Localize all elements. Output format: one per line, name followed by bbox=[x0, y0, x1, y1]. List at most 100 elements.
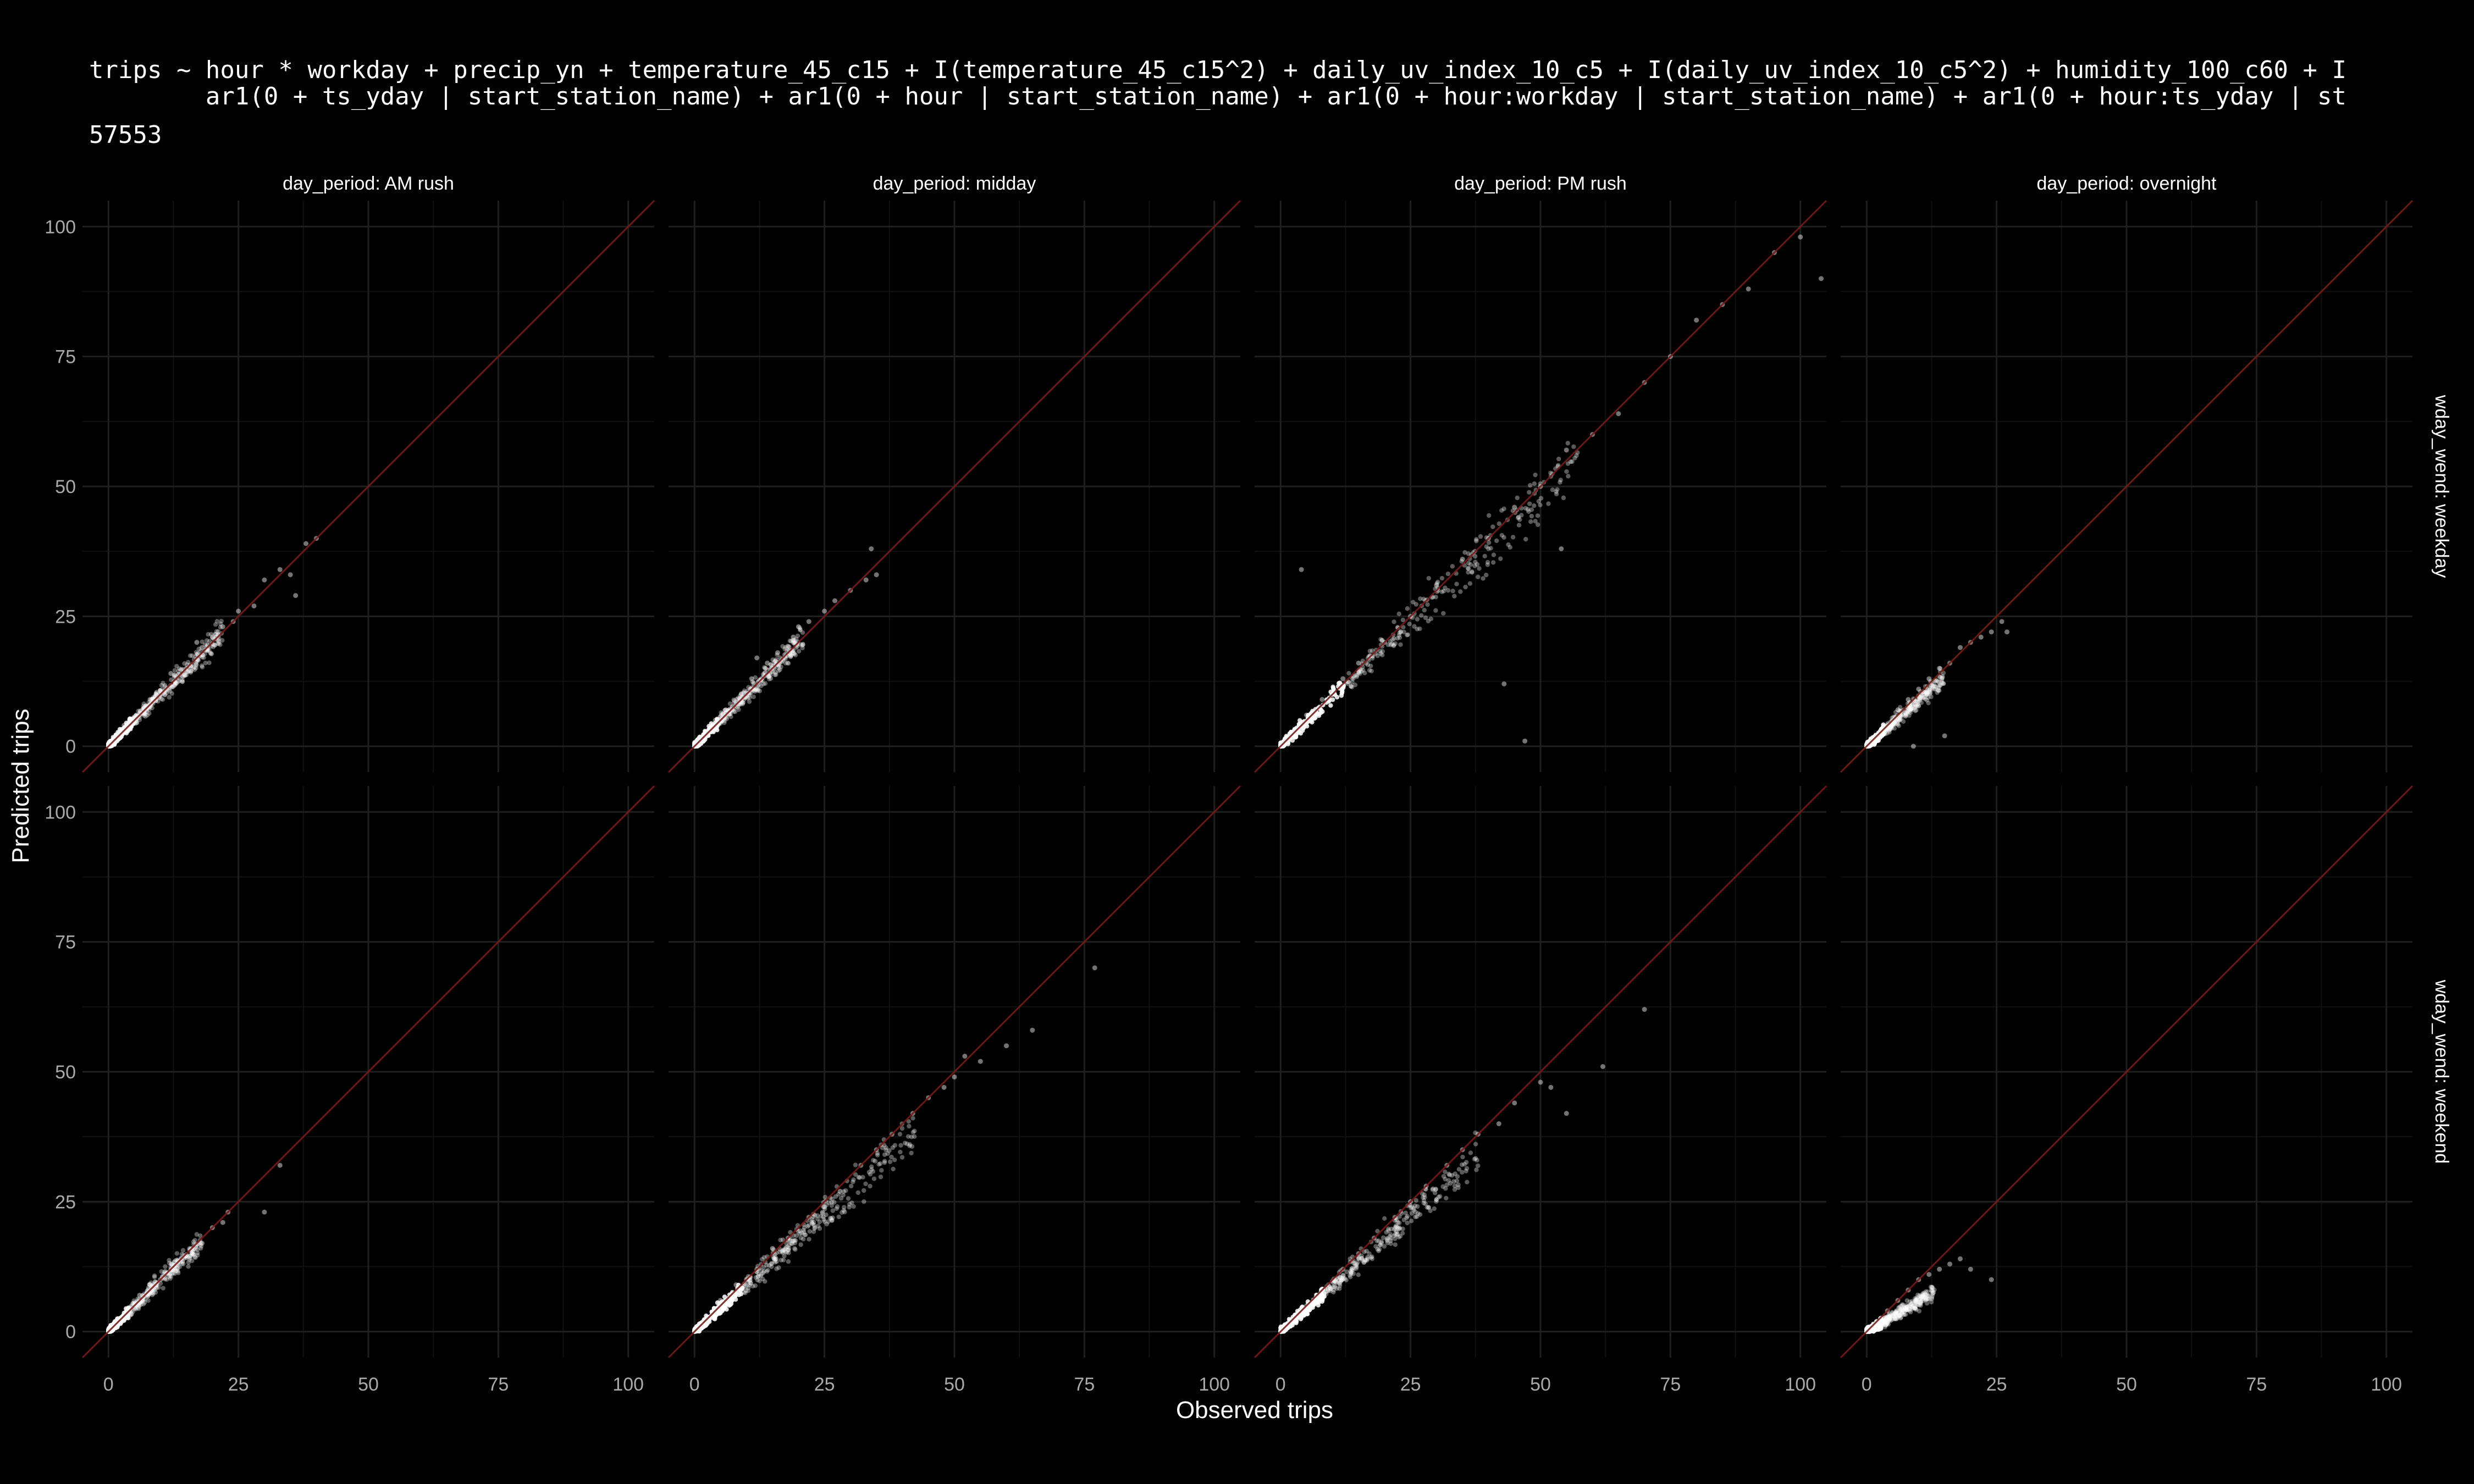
data-point bbox=[1924, 692, 1929, 697]
data-point bbox=[1456, 1167, 1462, 1172]
data-point bbox=[1417, 626, 1422, 632]
data-point bbox=[1574, 453, 1579, 458]
data-point bbox=[194, 660, 198, 665]
data-point bbox=[870, 1169, 876, 1174]
data-point bbox=[1897, 717, 1903, 722]
data-point bbox=[793, 1238, 798, 1243]
data-point bbox=[761, 682, 766, 686]
data-point bbox=[214, 629, 219, 634]
data-point bbox=[1936, 679, 1941, 684]
data-point bbox=[181, 1261, 186, 1266]
data-point bbox=[1484, 544, 1489, 549]
data-point bbox=[1491, 552, 1496, 557]
data-point bbox=[733, 1293, 738, 1298]
data-point bbox=[1506, 542, 1511, 547]
data-point bbox=[1898, 713, 1903, 718]
data-point bbox=[910, 1116, 915, 1121]
data-point bbox=[811, 1222, 817, 1228]
data-point bbox=[909, 1144, 915, 1149]
data-point bbox=[131, 1298, 136, 1303]
data-point bbox=[807, 1229, 813, 1234]
data-point bbox=[789, 1239, 795, 1244]
data-point bbox=[1923, 696, 1928, 702]
data-point bbox=[1930, 684, 1935, 689]
data-point bbox=[153, 691, 158, 697]
data-point bbox=[910, 1129, 916, 1135]
data-point bbox=[1349, 684, 1355, 690]
data-point bbox=[1443, 1169, 1448, 1175]
data-point bbox=[1538, 496, 1544, 501]
data-point bbox=[747, 699, 752, 704]
data-point bbox=[1917, 698, 1922, 704]
data-point bbox=[1452, 1183, 1457, 1188]
panel-grid bbox=[1255, 786, 1826, 1358]
data-point bbox=[1348, 1269, 1353, 1274]
data-point bbox=[1405, 1214, 1410, 1219]
data-point bbox=[1929, 685, 1934, 690]
data-point bbox=[1913, 704, 1918, 708]
data-point bbox=[177, 666, 182, 671]
data-point bbox=[172, 1271, 177, 1276]
data-point bbox=[262, 577, 267, 583]
data-point bbox=[731, 709, 737, 714]
data-point bbox=[167, 687, 172, 692]
data-point bbox=[1401, 624, 1406, 630]
data-point bbox=[1450, 564, 1455, 569]
data-point bbox=[1522, 738, 1528, 744]
data-point bbox=[198, 1244, 204, 1249]
data-point bbox=[1496, 521, 1502, 526]
data-point bbox=[1892, 722, 1897, 727]
data-point bbox=[169, 691, 174, 696]
data-point bbox=[1385, 1241, 1390, 1245]
data-point bbox=[1350, 1266, 1355, 1271]
data-point bbox=[1914, 707, 1919, 713]
data-point bbox=[738, 693, 743, 699]
data-point bbox=[1463, 584, 1468, 590]
data-point bbox=[748, 1277, 753, 1283]
data-point bbox=[732, 709, 738, 715]
data-point bbox=[198, 1233, 203, 1238]
data-point bbox=[206, 632, 211, 637]
data-point bbox=[147, 707, 152, 712]
data-point bbox=[836, 1214, 841, 1220]
data-point bbox=[1405, 632, 1411, 637]
data-point bbox=[1957, 645, 1963, 650]
data-point bbox=[1426, 1205, 1431, 1210]
data-point bbox=[874, 572, 879, 578]
data-point bbox=[190, 1251, 195, 1256]
data-point bbox=[1910, 744, 1916, 749]
data-point bbox=[1396, 633, 1402, 638]
data-point bbox=[207, 648, 212, 653]
data-point bbox=[1349, 684, 1354, 689]
data-point bbox=[788, 1230, 793, 1235]
data-point bbox=[829, 1203, 835, 1208]
y-tick-label: 50 bbox=[55, 477, 76, 497]
data-point bbox=[159, 696, 164, 701]
data-point bbox=[1423, 615, 1428, 621]
data-point bbox=[1365, 662, 1371, 667]
data-point bbox=[1533, 472, 1538, 478]
data-point bbox=[1340, 1276, 1345, 1281]
data-point bbox=[1887, 729, 1892, 735]
data-point bbox=[1925, 687, 1930, 692]
data-point bbox=[1382, 1244, 1387, 1249]
data-point bbox=[757, 688, 763, 694]
data-point bbox=[1363, 1258, 1368, 1263]
x-tick-label: 75 bbox=[1074, 1374, 1095, 1395]
model-formula-line-1: trips ~ hour * workday + precip_yn + tem… bbox=[89, 57, 2346, 84]
data-point bbox=[1882, 1325, 1888, 1330]
data-point bbox=[149, 696, 154, 702]
data-point bbox=[792, 1241, 798, 1245]
data-point bbox=[135, 1296, 140, 1302]
data-point bbox=[1314, 1298, 1319, 1303]
data-point bbox=[175, 1269, 180, 1274]
data-point bbox=[1883, 1317, 1888, 1322]
data-point bbox=[1352, 682, 1358, 688]
data-point bbox=[748, 1280, 753, 1286]
data-point bbox=[1932, 686, 1937, 692]
data-point bbox=[1473, 1142, 1478, 1147]
data-point bbox=[765, 660, 770, 666]
data-point bbox=[878, 1175, 883, 1180]
data-point bbox=[752, 688, 757, 693]
